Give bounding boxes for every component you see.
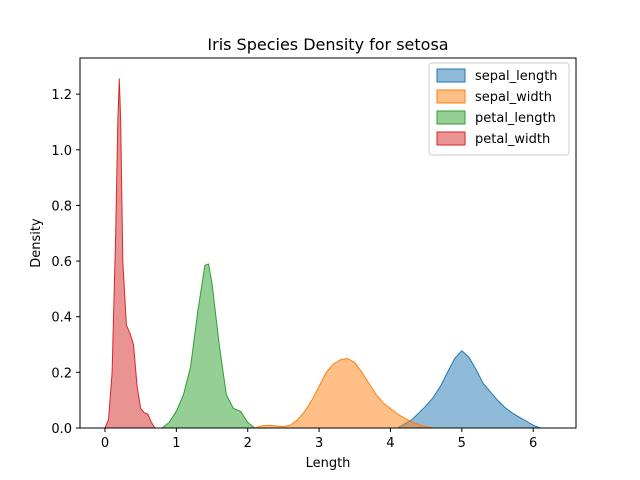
legend-label-sepal_length: sepal_length	[475, 69, 558, 84]
legend-swatch-sepal_width	[436, 89, 466, 104]
density-area-petal_length	[161, 263, 256, 429]
y-tick-label: 0.4	[51, 311, 72, 326]
density-area-sepal_width	[254, 358, 434, 429]
legend-label-sepal_width: sepal_width	[475, 90, 552, 105]
y-tick-label: 1.0	[51, 144, 72, 159]
chart-title: Iris Species Density for setosa	[207, 35, 448, 54]
legend-label-petal_width: petal_width	[475, 132, 550, 147]
x-tick-label: 3	[315, 436, 323, 451]
density-area-sepal_length	[397, 350, 541, 429]
legend-swatch-petal_width	[436, 131, 466, 146]
y-tick-label: 1.2	[51, 88, 72, 103]
x-tick-label: 2	[244, 436, 252, 451]
x-tick-label: 0	[101, 436, 109, 451]
x-tick-label: 1	[172, 436, 180, 451]
y-axis-label: Density	[29, 218, 44, 268]
y-tick-label: 0.8	[51, 199, 72, 214]
density-areas	[104, 78, 541, 429]
y-tick-label: 0.0	[51, 422, 72, 437]
x-axis: 0 1 2 3 4 5 6	[101, 428, 537, 451]
x-tick-label: 5	[458, 436, 466, 451]
x-tick-label: 6	[529, 436, 537, 451]
y-axis: 0.0 0.2 0.4 0.6 0.8 1.0 1.2	[51, 88, 80, 437]
y-tick-label: 0.6	[51, 255, 72, 270]
y-tick-label: 0.2	[51, 366, 72, 381]
density-area-petal_width	[104, 78, 156, 429]
legend: sepal_length sepal_width petal_lengthpetal…	[428, 62, 570, 156]
legend-swatch-petal_length	[436, 110, 466, 125]
legend-swatch-sepal_length	[436, 68, 466, 83]
x-tick-label: 4	[386, 436, 394, 451]
plot-frame	[79, 57, 577, 429]
legend-label-petal_length: petal_length	[475, 111, 556, 126]
x-axis-label: Length	[306, 456, 351, 471]
